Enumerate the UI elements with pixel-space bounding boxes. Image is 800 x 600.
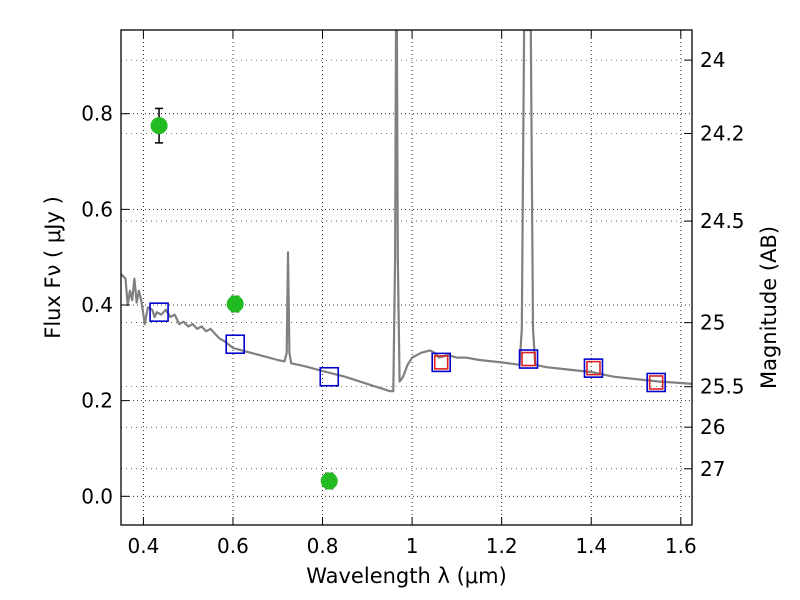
observed-flux-point	[226, 295, 244, 313]
y-axis-label: Flux Fν ( μJy )	[41, 196, 65, 339]
y-tick-label: 0.2	[81, 389, 113, 413]
observed-flux-point	[320, 472, 338, 490]
y-tick-label: 0.6	[81, 197, 113, 221]
flux-marker	[150, 117, 168, 135]
model-spectrum-layer	[121, 30, 692, 393]
fit-band-square	[648, 375, 664, 390]
observed-flux-point	[150, 107, 168, 144]
x-tick-label: 0.4	[127, 534, 159, 558]
y2-tick-label: 27	[700, 457, 725, 481]
x-tick-label: 0.6	[217, 534, 249, 558]
y-tick-label: 0.4	[81, 293, 113, 317]
fit-band-square	[586, 360, 601, 376]
y2-axis-label: Magnitude (AB)	[757, 226, 781, 389]
model-band-square	[583, 358, 604, 378]
grid	[121, 30, 692, 525]
x-tick-label: 1.4	[575, 534, 607, 558]
y2-tick-label: 25	[700, 311, 725, 335]
model-band-square	[646, 372, 666, 393]
x-tick-label: 1	[406, 534, 419, 558]
fit-band-square	[521, 351, 536, 367]
y2-tick-label: 26	[700, 415, 725, 439]
y2-tick-label: 24	[700, 48, 725, 72]
y-tick-label: 0.0	[81, 484, 113, 508]
flux-marker	[226, 295, 244, 313]
x-axis-label: Wavelength λ (μm)	[306, 564, 507, 588]
model-band-square	[319, 366, 340, 387]
photometry-layer	[149, 107, 666, 490]
y-tick-labels: 0.0 0.2 0.4 0.6 0.8	[81, 102, 113, 509]
axis-ticks	[121, 30, 692, 525]
y2-tick-label: 25.5	[700, 375, 745, 399]
fit-band-square	[433, 355, 449, 370]
flux-marker	[320, 472, 338, 490]
model-band-square	[149, 302, 169, 322]
y2-tick-label: 24.5	[700, 209, 745, 233]
model-band-square	[225, 334, 245, 355]
y2-tick-label: 24.2	[700, 122, 745, 146]
x-tick-label: 1.6	[665, 534, 697, 558]
model-spectrum-line	[121, 30, 692, 393]
plot-frame	[120, 29, 693, 526]
model-band-square	[518, 349, 539, 369]
x-tick-labels: 0.4 0.6 0.8 1 1.2 1.4 1.6	[127, 534, 696, 558]
y2-tick-labels: 24 24.2 24.5 25 25.5 26 27	[700, 48, 745, 481]
model-band-square	[431, 352, 452, 373]
y-tick-label: 0.8	[81, 102, 113, 126]
x-tick-label: 1.2	[486, 534, 518, 558]
x-tick-label: 0.8	[307, 534, 339, 558]
